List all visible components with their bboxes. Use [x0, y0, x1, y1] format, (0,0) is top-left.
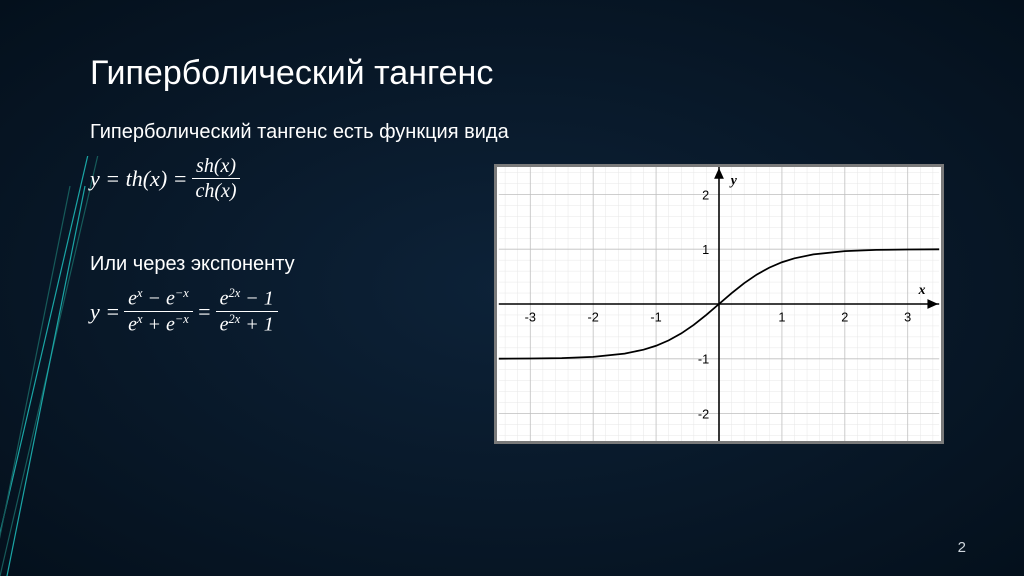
svg-text:-1: -1: [650, 310, 661, 325]
slide-subtitle: Гиперболический тангенс есть функция вид…: [90, 121, 944, 144]
formula-2-frac-2-num: e2x − 1: [216, 286, 278, 312]
formula-2-frac-1: ex − e−x ex + e−x: [124, 286, 193, 336]
formula-1-den: ch(x): [192, 179, 241, 203]
svg-text:-2: -2: [698, 406, 709, 421]
svg-text:y: y: [729, 173, 738, 188]
formula-1-num: sh(x): [192, 154, 240, 179]
formula-2-lhs: y =: [90, 295, 120, 328]
main-row: y = th(x) = sh(x) ch(x) Или через экспон…: [90, 154, 944, 444]
chart-wrap: -3 -2 -1 1 2 3 -2 -1 1 2 x y: [480, 164, 944, 444]
formula-2-frac-2-den: e2x + 1: [216, 312, 278, 337]
svg-text:-2: -2: [588, 310, 599, 325]
svg-text:1: 1: [778, 310, 785, 325]
svg-text:-3: -3: [525, 310, 536, 325]
tanh-chart: -3 -2 -1 1 2 3 -2 -1 1 2 x y: [494, 164, 944, 444]
formula-2-frac-2: e2x − 1 e2x + 1: [216, 286, 278, 336]
formula-1: y = th(x) = sh(x) ch(x): [90, 154, 450, 203]
svg-text:-1: -1: [698, 352, 709, 367]
svg-text:3: 3: [904, 310, 911, 325]
formula-2-eq: =: [197, 295, 212, 328]
formula-2: y = ex − e−x ex + e−x = e2x − 1 e2x + 1: [90, 286, 450, 336]
svg-text:2: 2: [702, 187, 709, 202]
section-2: Или через экспоненту y = ex − e−x ex + e…: [90, 253, 450, 336]
formula-1-fraction: sh(x) ch(x): [192, 154, 241, 203]
svg-text:2: 2: [841, 310, 848, 325]
page-number: 2: [958, 539, 966, 556]
svg-text:x: x: [918, 282, 926, 297]
slide-content: Гиперболический тангенс Гиперболический …: [0, 0, 1024, 444]
section-2-title: Или через экспоненту: [90, 253, 450, 276]
svg-text:1: 1: [702, 242, 709, 257]
formula-2-frac-1-num: ex − e−x: [124, 286, 193, 312]
slide-title: Гиперболический тангенс: [90, 54, 944, 93]
math-column: y = th(x) = sh(x) ch(x) Или через экспон…: [90, 154, 450, 346]
formula-1-lhs: y = th(x) =: [90, 162, 188, 195]
formula-2-frac-1-den: ex + e−x: [124, 312, 193, 337]
